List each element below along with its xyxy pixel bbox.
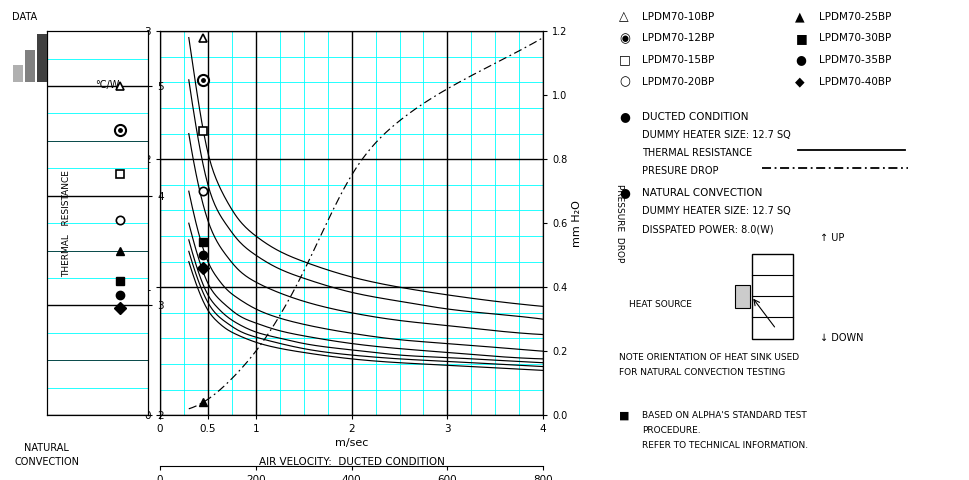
Bar (751, 254, 792, 338)
Text: ▲: ▲ (795, 10, 804, 24)
Text: AIR VELOCITY:  DUCTED CONDITION: AIR VELOCITY: DUCTED CONDITION (259, 456, 445, 467)
Text: BASED ON ALPHA'S STANDARD TEST: BASED ON ALPHA'S STANDARD TEST (641, 411, 806, 420)
Text: DISSPATED POWER: 8.0(W): DISSPATED POWER: 8.0(W) (641, 225, 773, 234)
Y-axis label: mm H₂O: mm H₂O (571, 200, 581, 247)
Y-axis label: °C/W: °C/W (130, 209, 141, 237)
Text: ■: ■ (618, 410, 629, 420)
X-axis label: m/sec: m/sec (334, 438, 368, 448)
Text: THERMAL   RESISTANCE: THERMAL RESISTANCE (90, 170, 99, 276)
Text: ○: ○ (618, 75, 629, 88)
Text: ↑ UP: ↑ UP (819, 233, 843, 242)
Text: NOTE ORIENTATION OF HEAT SINK USED: NOTE ORIENTATION OF HEAT SINK USED (618, 353, 798, 362)
Text: ◆: ◆ (795, 75, 804, 88)
Text: THERMAL   RESISTANCE: THERMAL RESISTANCE (62, 170, 72, 276)
Text: △: △ (618, 10, 628, 24)
Text: PROCEDURE.: PROCEDURE. (641, 426, 700, 435)
Text: DUCTED CONDITION: DUCTED CONDITION (641, 112, 748, 121)
Text: PRESURE DROP: PRESURE DROP (641, 167, 718, 176)
Text: NATURAL
CONVECTION: NATURAL CONVECTION (14, 444, 79, 467)
Text: DUMMY HEATER SIZE: 12.7 SQ: DUMMY HEATER SIZE: 12.7 SQ (641, 130, 790, 140)
Text: DATA: DATA (12, 12, 37, 22)
Text: ◉: ◉ (618, 32, 629, 45)
Text: LPDM70-40BP: LPDM70-40BP (818, 77, 890, 86)
Text: HEAT SOURCE: HEAT SOURCE (628, 300, 691, 309)
Text: THERMAL RESISTANCE: THERMAL RESISTANCE (641, 148, 752, 158)
Text: LPDM70-10BP: LPDM70-10BP (641, 12, 713, 22)
Text: ■: ■ (795, 32, 806, 45)
Text: □: □ (618, 53, 630, 67)
Text: LPDM70-25BP: LPDM70-25BP (818, 12, 891, 22)
Bar (13, 65, 22, 82)
Text: LPDM70-20BP: LPDM70-20BP (641, 77, 713, 86)
Text: FOR NATURAL CONVECTION TESTING: FOR NATURAL CONVECTION TESTING (618, 369, 784, 377)
Text: LPDM70-15BP: LPDM70-15BP (641, 55, 714, 65)
Bar (735, 285, 749, 308)
Text: LPDM70-35BP: LPDM70-35BP (818, 55, 891, 65)
Bar (25, 50, 35, 82)
Text: DUMMY HEATER SIZE: 12.7 SQ: DUMMY HEATER SIZE: 12.7 SQ (641, 206, 790, 216)
Bar (38, 34, 47, 82)
Text: ●: ● (618, 110, 629, 123)
Text: LPDM70-12BP: LPDM70-12BP (641, 34, 714, 43)
Text: NATURAL CONVECTION: NATURAL CONVECTION (641, 188, 762, 198)
Text: ●: ● (795, 53, 805, 67)
Text: ↓ DOWN: ↓ DOWN (819, 334, 862, 343)
Text: °C/W: °C/W (95, 80, 120, 90)
Text: ●: ● (618, 186, 629, 200)
Text: PRESSURE  DROP: PRESSURE DROP (614, 184, 624, 263)
Text: LPDM70-30BP: LPDM70-30BP (818, 34, 890, 43)
Text: REFER TO TECHNICAL INFORMATION.: REFER TO TECHNICAL INFORMATION. (641, 442, 807, 450)
